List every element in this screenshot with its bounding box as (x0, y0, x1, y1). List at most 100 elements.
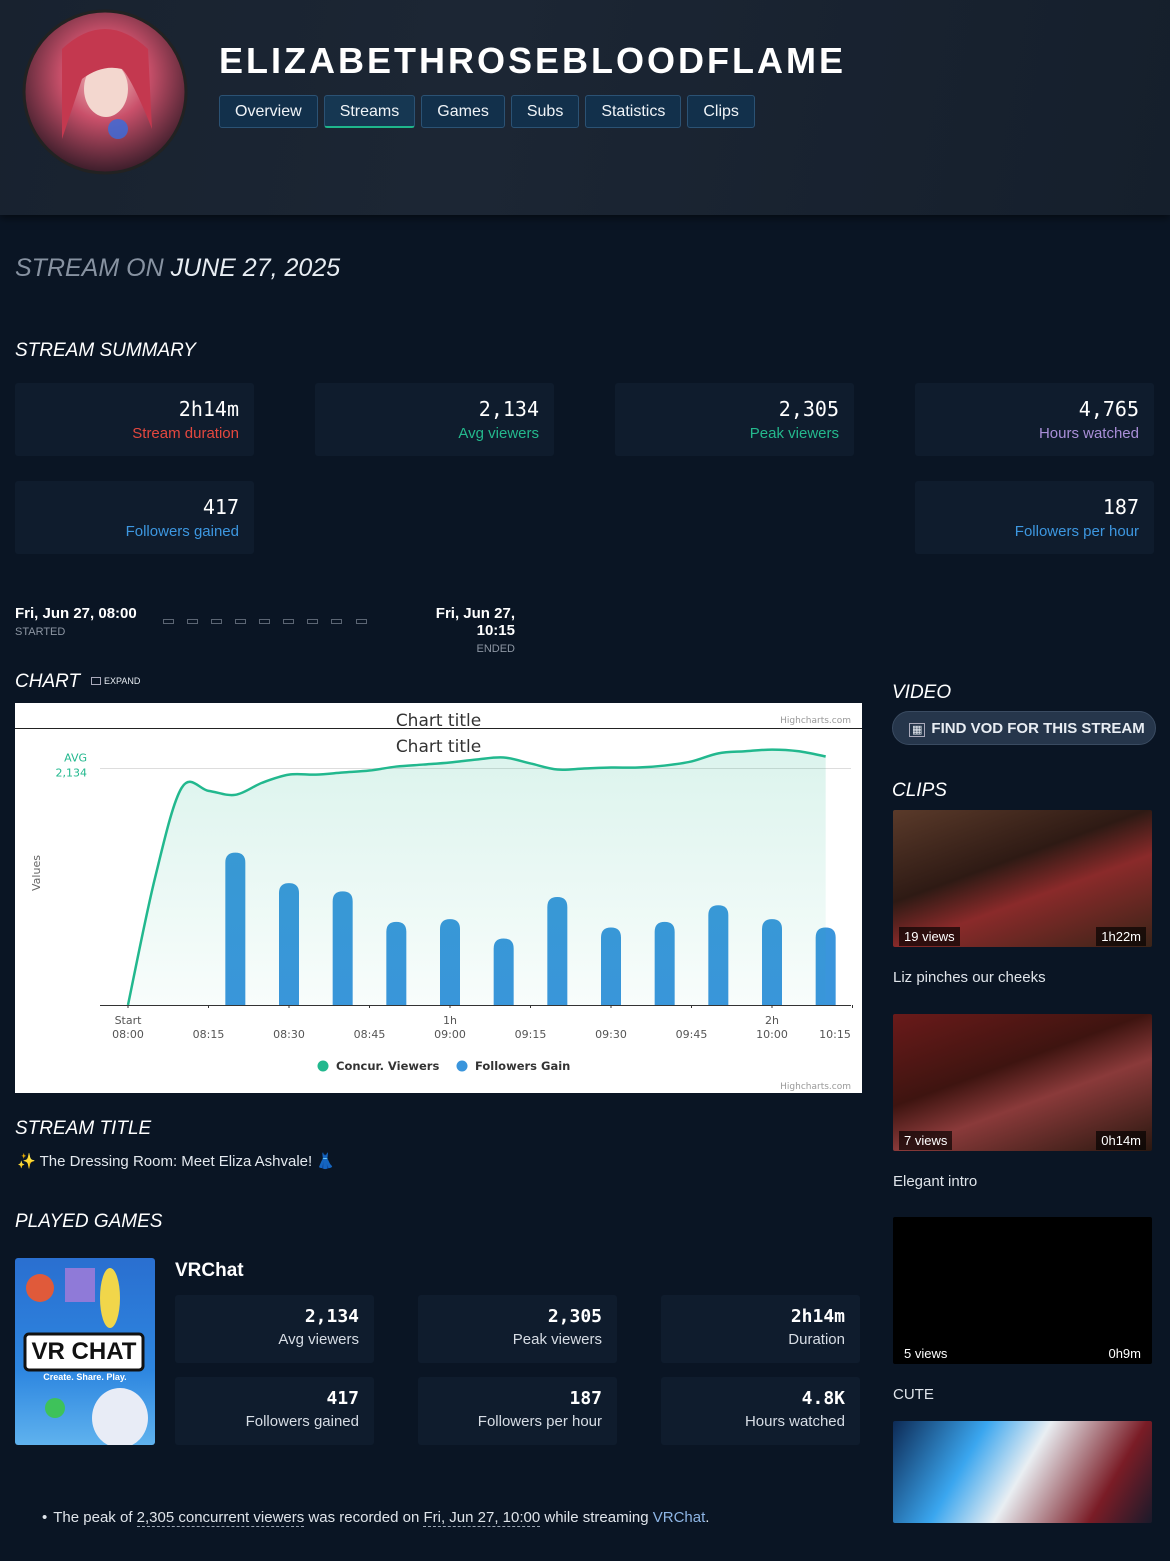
stat-card: 4,765 Hours watched (915, 383, 1154, 456)
cover-logo-box (23, 1332, 145, 1372)
clip-title[interactable]: Elegant intro (893, 1173, 978, 1190)
game-stat-card: 2,134 Avg viewers (175, 1295, 374, 1363)
legend-marker (317, 1060, 329, 1072)
note-highlight: Fri, Jun 27, 10:00 (423, 1509, 541, 1527)
nav-tab[interactable]: Statistics (585, 95, 682, 128)
plot-line-value: 2,134 (56, 767, 88, 780)
x-tick-label: 09:15 (515, 1028, 547, 1041)
y-axis-label: Values (30, 855, 43, 891)
stat-label: Stream duration (132, 425, 239, 442)
plot-line-label: AVG (64, 752, 87, 765)
clip-thumbnail[interactable]: 7 views 0h14m (893, 1014, 1152, 1151)
x-tick-label: 08:00 (112, 1028, 144, 1041)
header: ELIZABETHROSEBLOODFLAME Overview Streams G… (0, 0, 1170, 215)
x-tick-label: 08:30 (273, 1028, 305, 1041)
x-tick-label: 08:15 (193, 1028, 225, 1041)
stat-card: 2,134 Avg viewers (315, 383, 554, 456)
clip-views: 7 views (899, 1131, 953, 1150)
peak-note: • The peak of 2,305 concurrent viewers wa… (42, 1509, 710, 1527)
stat-label: Followers gained (245, 1413, 359, 1430)
expand-toggle[interactable]: EXPAND (91, 676, 140, 686)
note-link[interactable]: VRChat (652, 1509, 706, 1526)
stat-value: 187 (1102, 495, 1139, 519)
chart-container: Chart title Chart title Highcharts.com High… (15, 703, 862, 1093)
timeline-dash (187, 619, 198, 624)
credits: Highcharts.com (780, 716, 851, 726)
stat-card: 2h14m Stream duration (15, 383, 254, 456)
section-title: STREAM SUMMARY (15, 340, 196, 361)
clip-title[interactable]: Liz pinches our cheeks (893, 969, 1046, 986)
clip-thumbnail[interactable]: 19 views 1h22m (893, 810, 1152, 947)
end-date: Fri, Jun 27, 10:15 (435, 605, 515, 639)
section-title: STREAM TITLE (15, 1118, 152, 1139)
stat-label: Hours watched (744, 1413, 845, 1430)
stat-card: 417 Followers gained (15, 481, 254, 554)
x-tick-top-label: 2h (765, 1014, 779, 1027)
stat-label: Avg viewers (278, 1331, 359, 1348)
legend-label: Concur. Viewers (336, 1059, 439, 1073)
cover-figure (100, 1268, 120, 1328)
nav-tab[interactable]: Overview (219, 95, 318, 128)
nav-tab[interactable]: Games (421, 95, 505, 128)
legend-label: Followers Gain (475, 1059, 570, 1073)
timeline-dash (235, 619, 246, 624)
timeline-dash (331, 619, 342, 624)
chart-subtitle: Chart title (396, 737, 481, 757)
heading-prefix: STREAM ON (15, 254, 164, 282)
stat-label: Followers per hour (477, 1413, 602, 1430)
timeline-dash (356, 619, 367, 624)
x-tick-top-label: 1h (443, 1014, 457, 1027)
button-label: FIND VOD FOR THIS STREAM (931, 720, 1145, 737)
timeline-dash (211, 619, 222, 624)
start-label: STARTED (15, 626, 66, 638)
x-tick-label: 10:00 (756, 1028, 788, 1041)
channel-name: ELIZABETHROSEBLOODFLAME (219, 40, 846, 81)
clip-thumbnail[interactable]: 5 views 0h9m (893, 1217, 1152, 1364)
game-cover[interactable]: VR CHAT Create. Share. Play. (15, 1258, 155, 1445)
note-text: The peak of (53, 1509, 137, 1526)
section-title: PLAYED GAMES (15, 1211, 163, 1232)
timeline-end: Fri, Jun 27, 10:15 ENDED (401, 605, 515, 655)
cover-art (23, 1268, 148, 1445)
nav-tab[interactable]: Subs (510, 95, 580, 128)
game-stat-card: 187 Followers per hour (418, 1377, 617, 1445)
game-stat-card: 417 Followers gained (175, 1377, 374, 1445)
stat-label: Hours watched (1038, 425, 1139, 442)
checkbox[interactable] (91, 677, 101, 685)
stat-value: 2h14m (790, 1306, 845, 1327)
stat-card: 187 Followers per hour (915, 481, 1154, 554)
section-title: CHART (15, 671, 81, 692)
note-text: . (705, 1509, 710, 1526)
note-text: while streaming (540, 1509, 653, 1526)
stat-label: Duration (788, 1331, 845, 1348)
stat-value: 2,134 (304, 1306, 359, 1327)
timeline-dash (163, 619, 174, 624)
nav-tabs: Overview Streams Games Subs Statistics Clips (219, 95, 755, 128)
x-tick-label: 10:15 (819, 1028, 851, 1041)
stat-value: 2,305 (778, 397, 839, 421)
timeline-dash (283, 619, 294, 624)
stat-value: 2h14m (178, 397, 239, 421)
legend-marker (456, 1060, 468, 1072)
page-heading: STREAM ON JUNE 27, 2025 (15, 254, 340, 283)
nav-tab[interactable]: Streams (323, 95, 416, 128)
find-vod-button[interactable]: ▦ FIND VOD FOR THIS STREAM (892, 711, 1156, 745)
game-name[interactable]: VRChat (175, 1260, 244, 1281)
cover-tagline: Create. Share. Play. (43, 1372, 127, 1382)
stat-value: 4.8K (801, 1388, 845, 1409)
clip-duration: 1h22m (1096, 927, 1146, 946)
stat-value: 2,305 (547, 1306, 602, 1327)
stat-value: 187 (569, 1388, 602, 1409)
end-label: ENDED (476, 643, 515, 655)
x-tick-top-label: Start (115, 1014, 143, 1027)
clip-thumbnail[interactable] (893, 1421, 1152, 1523)
game-stat-card: 2h14m Duration (661, 1295, 860, 1363)
nav-tab[interactable]: Clips (687, 95, 755, 128)
stat-label: Peak viewers (749, 425, 839, 442)
timeline-start: Fri, Jun 27, 08:00 STARTED (15, 605, 137, 638)
clip-title[interactable]: CUTE (893, 1386, 934, 1403)
game-stat-card: 2,305 Peak viewers (418, 1295, 617, 1363)
clip-views: 5 views (899, 1344, 953, 1363)
